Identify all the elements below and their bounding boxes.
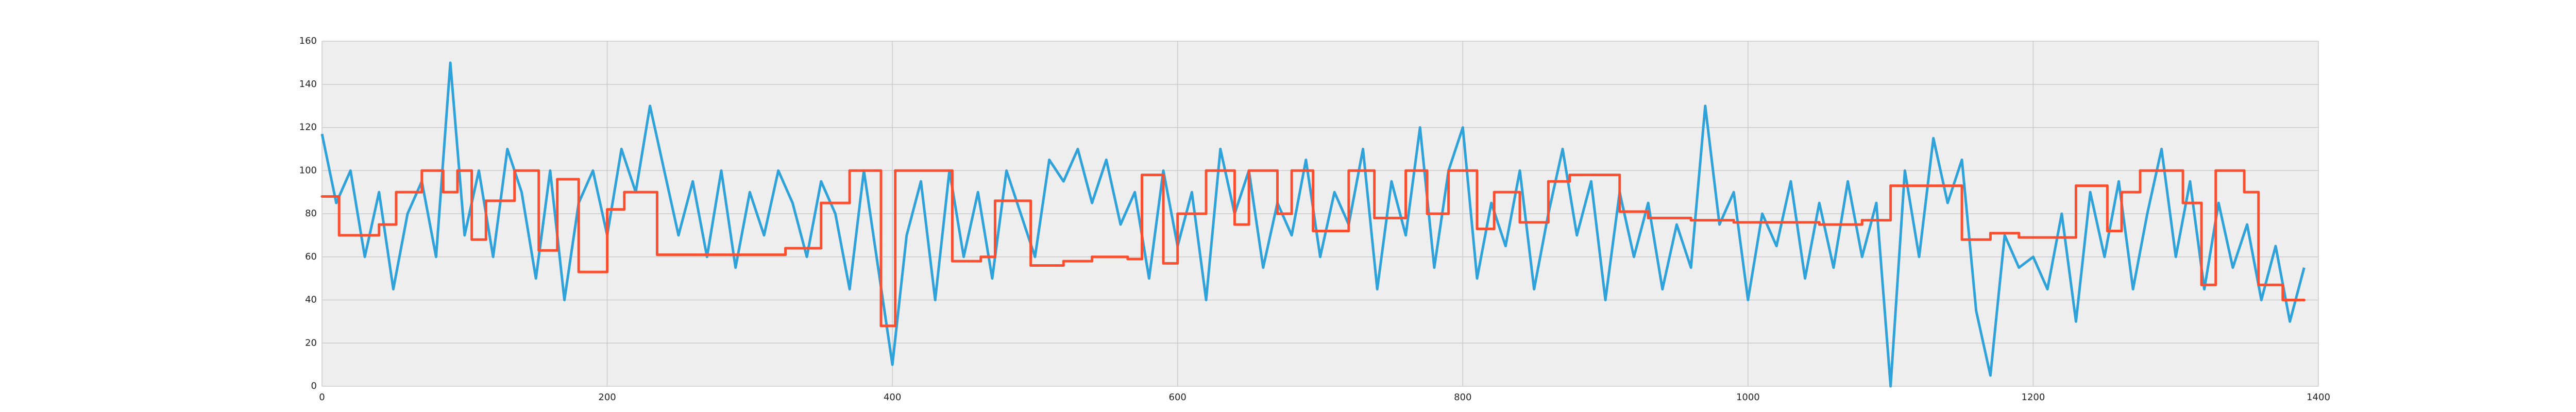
x-tick-label: 400 [884,392,901,403]
y-tick-label: 160 [299,36,317,46]
y-tick-label: 80 [305,208,317,219]
x-tick-label: 200 [598,392,616,403]
x-tick-label: 600 [1169,392,1187,403]
y-tick-label: 0 [311,381,317,391]
y-tick-label: 120 [299,122,317,133]
x-tick-label: 1400 [2307,392,2330,403]
y-tick-label: 40 [305,295,317,305]
x-tick-label: 1200 [2022,392,2045,403]
y-tick-label: 140 [299,79,317,90]
y-tick-label: 60 [305,251,317,262]
x-tick-label: 800 [1454,392,1471,403]
x-tick-label: 0 [319,392,325,403]
y-tick-label: 100 [299,165,317,176]
y-tick-label: 20 [305,337,317,348]
x-tick-label: 1000 [1736,392,1760,403]
